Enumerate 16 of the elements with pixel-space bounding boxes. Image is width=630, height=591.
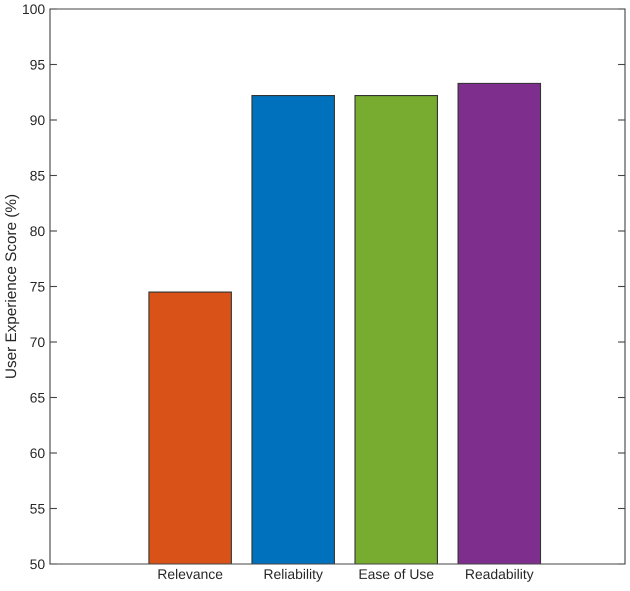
y-tick-label: 85 bbox=[30, 170, 45, 181]
y-axis-title: User Experience Score (%) bbox=[4, 194, 20, 378]
x-tick-label: Relevance bbox=[158, 568, 222, 580]
x-tick-label: Reliability bbox=[264, 568, 323, 582]
y-tick-label: 70 bbox=[30, 337, 45, 348]
y-tick-label: 95 bbox=[30, 60, 45, 70]
y-tick-label: 60 bbox=[30, 448, 45, 458]
y-tick-label: 75 bbox=[30, 282, 45, 292]
y-tick-label: 90 bbox=[30, 115, 45, 126]
y-tick-label: 80 bbox=[30, 226, 45, 236]
y-tick-label: 50 bbox=[30, 559, 45, 570]
y-tick-label: 65 bbox=[30, 392, 45, 403]
y-tick-label: 55 bbox=[30, 504, 45, 514]
y-tick-label: 100 bbox=[23, 4, 45, 14]
x-tick-label: Readability bbox=[466, 568, 534, 582]
x-tick-label: Ease of Use bbox=[360, 568, 434, 580]
